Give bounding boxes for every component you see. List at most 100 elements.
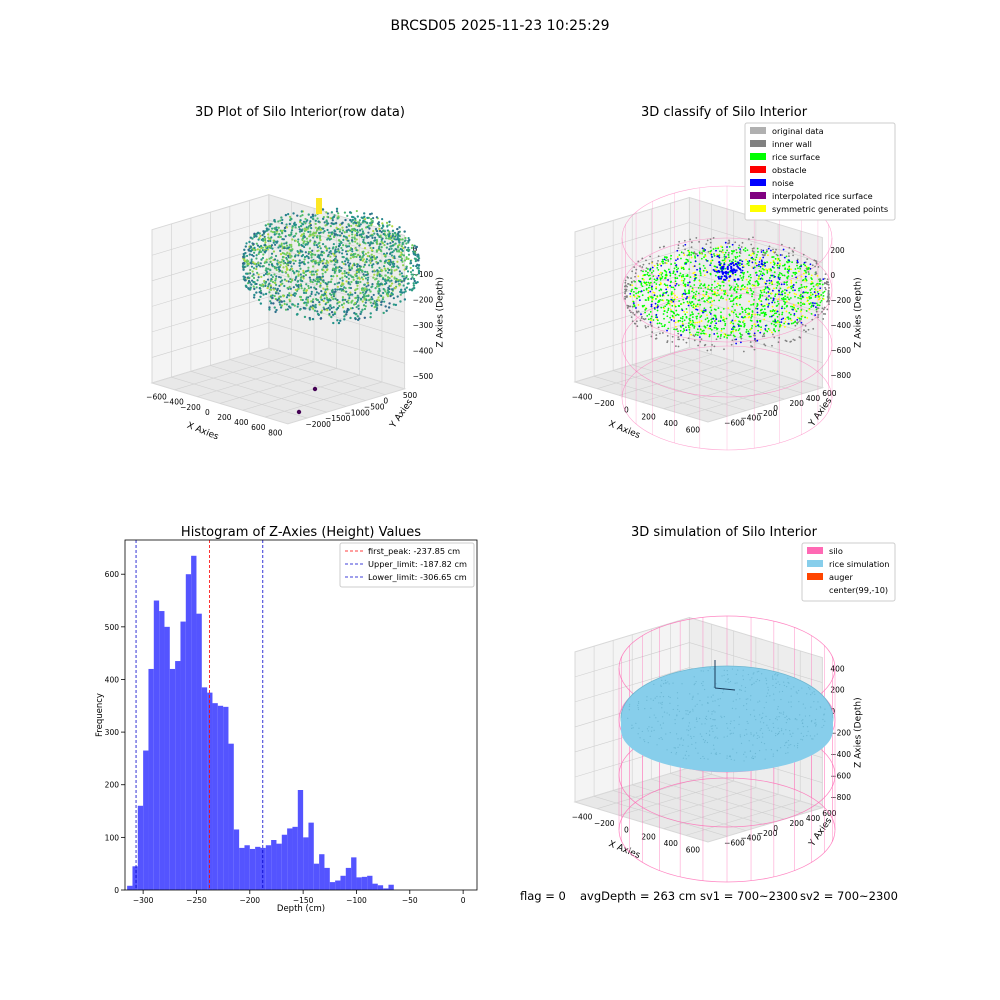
data-point xyxy=(814,296,817,298)
surface-point xyxy=(762,736,764,738)
data-point xyxy=(307,230,310,233)
data-point xyxy=(751,345,754,348)
data-point xyxy=(695,315,698,318)
data-point xyxy=(393,243,396,246)
surface-point xyxy=(775,678,777,680)
data-point xyxy=(714,320,716,322)
data-point xyxy=(716,255,719,258)
surface-point xyxy=(696,720,698,723)
surface-point xyxy=(736,682,738,684)
data-point xyxy=(327,222,330,225)
data-point xyxy=(323,230,326,233)
data-point xyxy=(735,342,738,345)
data-point xyxy=(309,216,313,219)
data-point xyxy=(745,278,748,281)
data-point xyxy=(393,238,396,241)
data-point xyxy=(810,274,813,277)
y-tick-label: 200 xyxy=(105,781,120,790)
data-point xyxy=(296,214,299,217)
data-point xyxy=(361,291,365,294)
surface-point xyxy=(753,734,755,736)
data-point xyxy=(355,312,358,316)
surface-point xyxy=(775,673,777,675)
data-point xyxy=(808,303,811,305)
data-point xyxy=(722,284,725,287)
data-point xyxy=(818,304,821,307)
data-point xyxy=(810,287,813,290)
surface-point xyxy=(692,695,694,697)
data-point xyxy=(746,283,749,286)
data-point xyxy=(282,266,285,269)
data-point xyxy=(641,315,643,318)
data-point xyxy=(260,246,263,250)
surface-point xyxy=(799,714,801,716)
data-point xyxy=(715,270,718,273)
data-point xyxy=(740,263,743,266)
histogram-bar xyxy=(303,837,309,890)
data-point xyxy=(388,248,391,251)
data-point xyxy=(640,313,642,316)
data-point xyxy=(341,298,345,301)
y-tick-label: 100 xyxy=(105,833,120,842)
data-point xyxy=(359,258,362,261)
data-point xyxy=(276,289,279,292)
surface-point xyxy=(675,751,678,754)
data-point xyxy=(345,290,348,293)
data-point xyxy=(667,309,670,312)
data-point xyxy=(290,231,293,234)
data-point xyxy=(346,307,349,311)
data-point xyxy=(249,250,253,253)
data-point xyxy=(802,279,805,281)
surface-point xyxy=(689,693,691,695)
data-point xyxy=(669,274,672,277)
data-point xyxy=(713,299,716,302)
data-point xyxy=(766,271,769,274)
data-point xyxy=(382,233,385,236)
data-point xyxy=(779,263,781,265)
data-point xyxy=(762,333,765,336)
data-point xyxy=(364,305,367,308)
data-point xyxy=(252,242,255,246)
data-point xyxy=(687,292,690,295)
data-point xyxy=(323,297,326,300)
data-point xyxy=(416,266,419,270)
data-point xyxy=(759,296,762,299)
data-point xyxy=(713,345,716,348)
surface-point xyxy=(714,737,716,739)
data-point xyxy=(265,227,269,230)
surface-point xyxy=(721,716,723,719)
surface-point xyxy=(666,749,668,751)
data-point xyxy=(754,271,757,274)
grid-line xyxy=(249,353,386,395)
data-point xyxy=(788,265,791,268)
data-point xyxy=(800,321,803,324)
data-point xyxy=(674,314,677,317)
surface-point xyxy=(760,717,763,719)
data-point xyxy=(288,215,292,218)
data-point xyxy=(783,292,786,295)
data-point xyxy=(803,286,806,288)
data-point xyxy=(340,246,343,250)
data-point xyxy=(320,289,323,293)
data-point xyxy=(322,280,325,283)
surface-point xyxy=(712,725,714,727)
data-point xyxy=(343,272,346,275)
data-point xyxy=(288,253,291,256)
data-point xyxy=(722,319,724,322)
data-point xyxy=(631,305,634,308)
z-axis-label: Z Axies (Depth) xyxy=(853,697,863,768)
surface-point xyxy=(750,732,752,734)
data-point xyxy=(364,261,367,264)
histogram-bar xyxy=(244,845,250,890)
data-point xyxy=(307,261,310,264)
data-point xyxy=(325,249,328,252)
data-point xyxy=(734,270,737,274)
data-point xyxy=(755,280,758,282)
data-point xyxy=(657,274,660,277)
data-point xyxy=(723,274,726,278)
data-point xyxy=(289,287,292,290)
data-point xyxy=(650,335,653,338)
data-point xyxy=(286,286,289,290)
data-point xyxy=(651,266,654,269)
data-point xyxy=(722,297,724,300)
